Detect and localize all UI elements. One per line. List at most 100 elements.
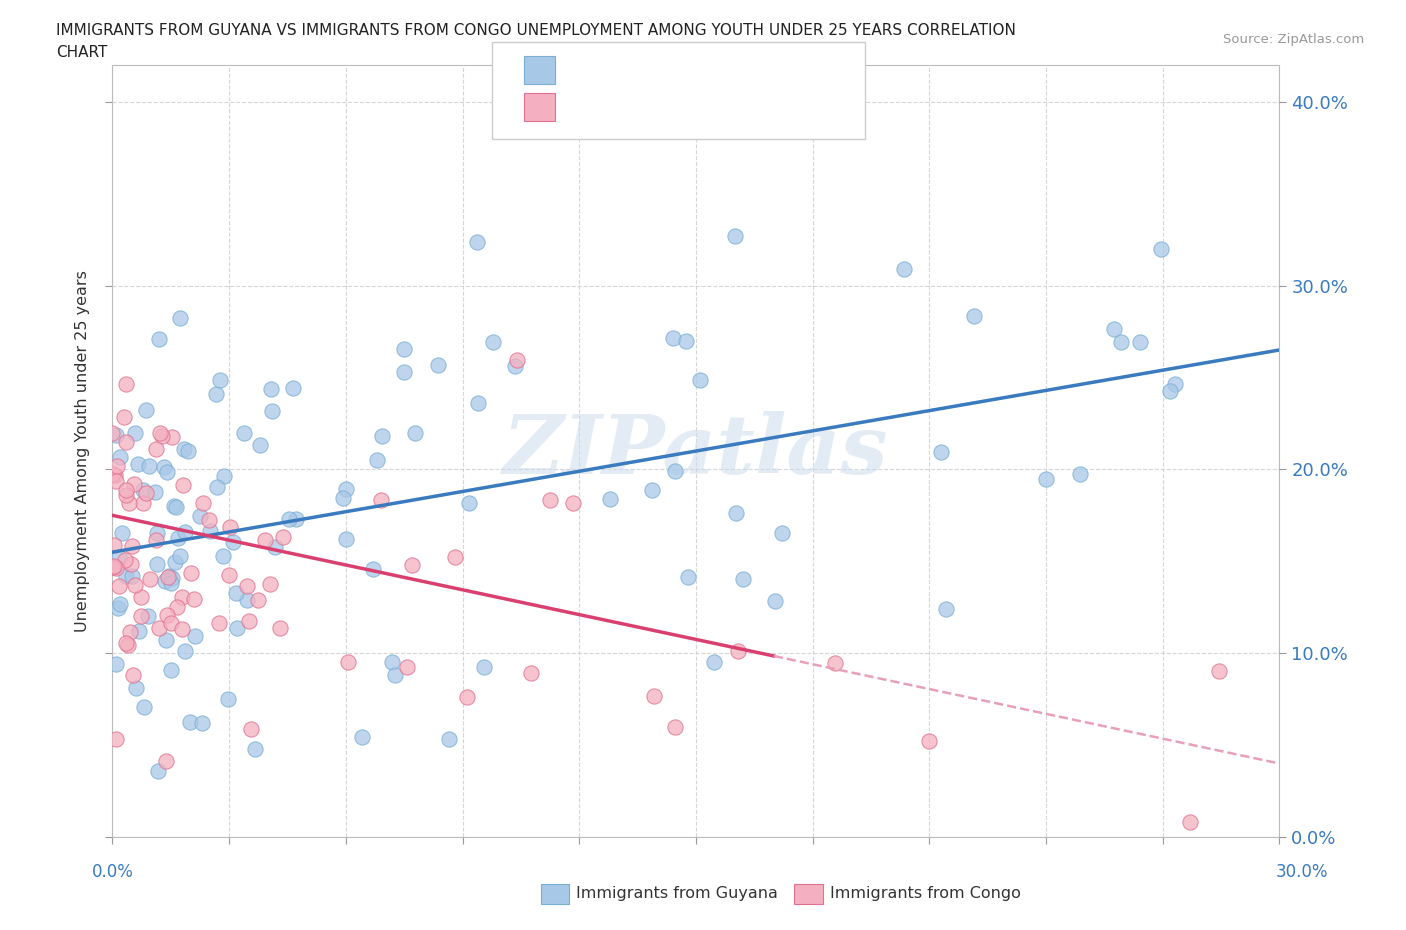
Point xyxy=(118,496,141,511)
Point xyxy=(146,764,169,778)
Text: 0.0%: 0.0% xyxy=(91,863,134,882)
Point xyxy=(132,483,155,498)
Point xyxy=(146,557,169,572)
Point xyxy=(163,554,186,569)
Point xyxy=(114,483,136,498)
Point xyxy=(104,468,127,483)
Point xyxy=(104,473,127,488)
Point xyxy=(427,358,450,373)
Point xyxy=(198,512,221,527)
Point xyxy=(1069,467,1091,482)
Point xyxy=(150,429,173,444)
Point xyxy=(155,464,177,479)
Point xyxy=(138,609,160,624)
Point xyxy=(114,377,136,392)
Point xyxy=(467,395,489,410)
Point xyxy=(269,620,291,635)
Point xyxy=(108,449,131,464)
Point xyxy=(124,426,146,441)
Point xyxy=(1159,383,1181,398)
Point xyxy=(472,659,495,674)
Point xyxy=(481,335,503,350)
Point xyxy=(243,741,266,756)
Point xyxy=(824,656,846,671)
Point xyxy=(129,590,152,604)
Text: IMMIGRANTS FROM GUYANA VS IMMIGRANTS FROM CONGO UNEMPLOYMENT AMONG YOUTH UNDER 2: IMMIGRANTS FROM GUYANA VS IMMIGRANTS FRO… xyxy=(56,23,1017,38)
Point xyxy=(218,567,240,582)
Point xyxy=(235,578,257,593)
Point xyxy=(105,428,128,443)
Point xyxy=(664,720,686,735)
Point xyxy=(128,623,150,638)
Text: Immigrants from Guyana: Immigrants from Guyana xyxy=(576,886,779,901)
Point xyxy=(212,549,235,564)
Point xyxy=(114,553,136,568)
Point xyxy=(395,659,418,674)
Point xyxy=(104,732,127,747)
Point xyxy=(155,753,177,768)
Point xyxy=(371,429,394,444)
Point xyxy=(103,538,125,552)
Point xyxy=(335,482,357,497)
Point xyxy=(770,525,793,540)
Point xyxy=(204,387,226,402)
Point xyxy=(122,668,145,683)
Point xyxy=(370,493,392,508)
Point xyxy=(599,491,621,506)
Point xyxy=(173,442,195,457)
Point xyxy=(132,496,155,511)
Point xyxy=(129,608,152,623)
Point xyxy=(540,492,562,507)
Point xyxy=(238,614,260,629)
Point xyxy=(184,629,207,644)
Point xyxy=(115,568,138,583)
Point xyxy=(146,525,169,540)
Point xyxy=(188,509,211,524)
Point xyxy=(138,571,160,586)
Point xyxy=(226,620,249,635)
Point xyxy=(918,734,941,749)
Point xyxy=(519,665,541,680)
Point xyxy=(114,636,136,651)
Point xyxy=(1129,334,1152,349)
Text: Immigrants from Congo: Immigrants from Congo xyxy=(830,886,1021,901)
Point xyxy=(167,531,190,546)
Point xyxy=(675,333,697,348)
Point xyxy=(703,655,725,670)
Point xyxy=(1035,472,1057,486)
Point xyxy=(193,495,215,510)
Point xyxy=(221,535,243,550)
Text: Source: ZipAtlas.com: Source: ZipAtlas.com xyxy=(1223,33,1364,46)
Point xyxy=(1109,334,1132,349)
Point xyxy=(458,496,481,511)
Text: R = -0.160  N =  77: R = -0.160 N = 77 xyxy=(572,98,779,116)
Point xyxy=(731,571,754,586)
Point xyxy=(169,311,191,325)
Point xyxy=(190,715,212,730)
Point xyxy=(115,488,138,503)
Point xyxy=(236,592,259,607)
Point xyxy=(392,365,415,379)
Point xyxy=(156,570,179,585)
Point xyxy=(120,625,142,640)
Point xyxy=(173,525,195,539)
Point xyxy=(176,444,198,458)
Point xyxy=(763,593,786,608)
Y-axis label: Unemployment Among Youth under 25 years: Unemployment Among Youth under 25 years xyxy=(75,270,90,632)
Point xyxy=(124,578,146,592)
Point xyxy=(336,655,359,670)
Point xyxy=(437,732,460,747)
Point xyxy=(108,550,131,565)
Point xyxy=(506,352,529,367)
Point xyxy=(159,616,181,631)
Point xyxy=(562,496,585,511)
Point xyxy=(1164,377,1187,392)
Point xyxy=(727,644,749,658)
Point xyxy=(661,330,683,345)
Point xyxy=(107,601,129,616)
Point xyxy=(143,485,166,499)
Point xyxy=(1208,663,1230,678)
Point xyxy=(249,438,271,453)
Text: R =  0.274   N = 110: R = 0.274 N = 110 xyxy=(572,60,790,79)
Point xyxy=(443,549,465,564)
